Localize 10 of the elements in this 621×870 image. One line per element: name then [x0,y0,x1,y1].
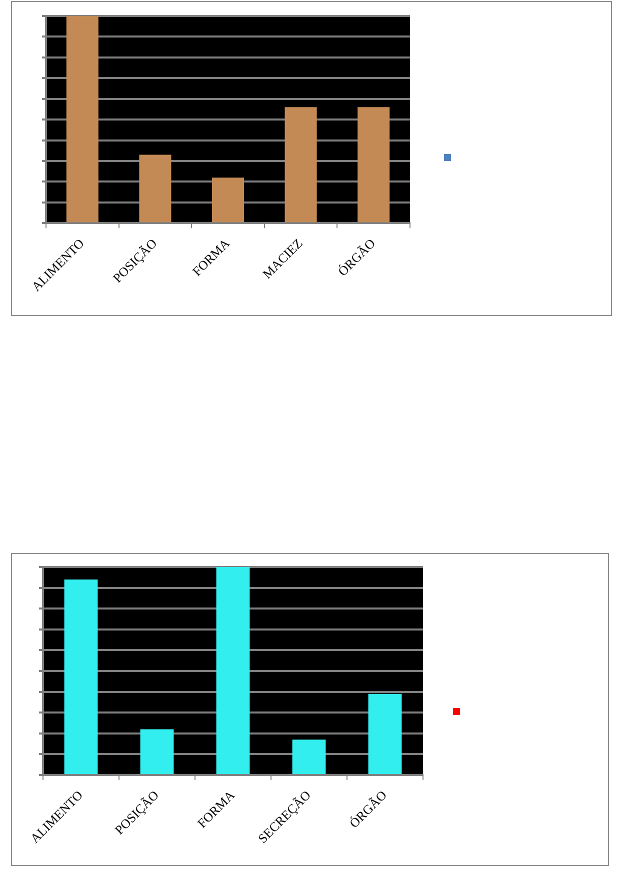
bar [64,579,98,774]
bar [140,729,174,774]
bar [284,107,317,222]
bar [216,567,250,774]
bar [139,154,172,222]
bar [66,16,98,222]
bar [212,178,244,222]
bar [292,740,326,774]
bar [358,107,390,222]
bar [368,694,402,774]
